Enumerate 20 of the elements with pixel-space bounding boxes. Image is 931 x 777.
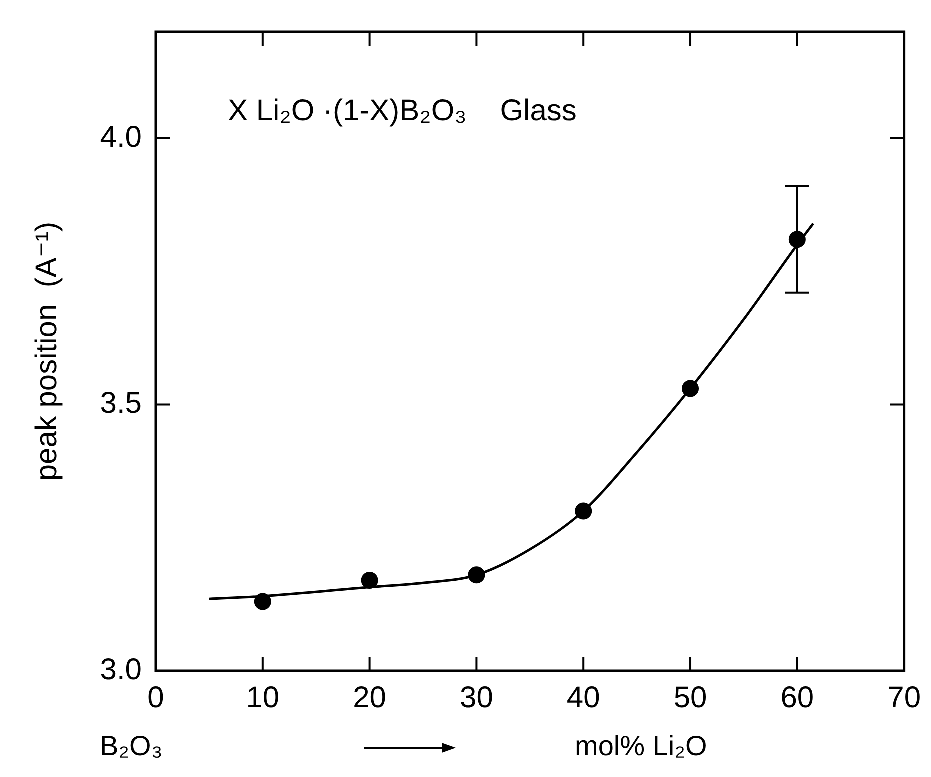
y-tick-label: 3.5 — [100, 387, 142, 420]
point — [361, 572, 378, 589]
x-tick-label: 40 — [566, 681, 600, 714]
point — [575, 502, 592, 520]
x-tick-label: 20 — [353, 681, 386, 714]
x-tick-label: 10 — [246, 681, 280, 714]
x-axis-title: mol% Li₂O — [575, 730, 708, 762]
y-axis-title: peak position (A⁻¹) — [30, 222, 64, 482]
x-tick-label: 0 — [148, 681, 164, 714]
y-tick-label: 3.0 — [100, 653, 142, 686]
point — [254, 593, 272, 610]
x-tick-label: 60 — [780, 681, 814, 714]
point — [682, 380, 700, 398]
x-tick-label: 30 — [460, 681, 494, 714]
x-tick-label: 50 — [674, 681, 708, 714]
annotation: X Li₂O ·(1-X)B₂O₃ Glass — [228, 94, 577, 128]
y-tick-label: 4.0 — [100, 120, 142, 154]
point — [468, 566, 486, 584]
x-tick-label: 70 — [888, 681, 922, 714]
text: B₂O₃ — [100, 730, 163, 762]
